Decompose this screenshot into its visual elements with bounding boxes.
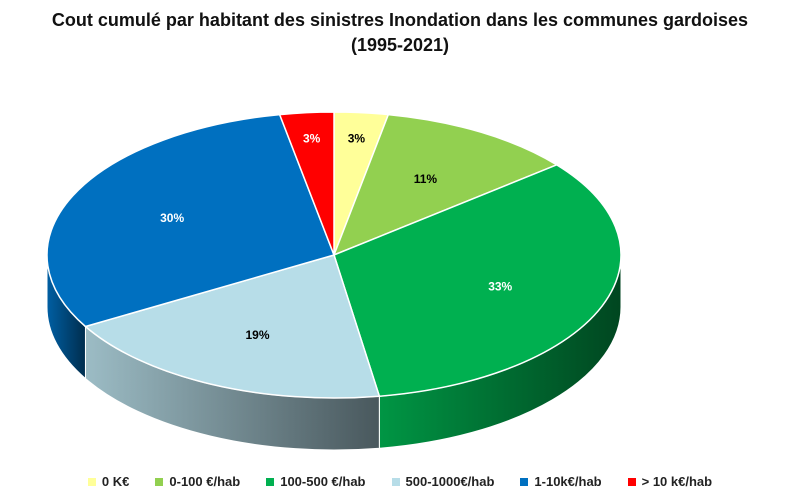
pie-labels: 3% 11% 33% 19% 30% 3% xyxy=(160,131,512,342)
pie-data-label-0: 3% xyxy=(348,131,366,145)
pie-slice-3 xyxy=(83,254,381,399)
legend-label-3: 500-1000€/hab xyxy=(405,474,495,489)
pie-slice-5 xyxy=(278,111,335,256)
chart-legend: 0 K€ 0-100 €/hab 100-500 €/hab 500-1000€/ha… xyxy=(0,474,800,489)
chart-title-line: Cout cumulé par habitant des sinistres I… xyxy=(51,10,749,30)
legend-item-4: 1-10k€/hab xyxy=(520,474,602,489)
pie-data-label-1: 11% xyxy=(414,172,438,186)
pie-top xyxy=(46,111,622,399)
legend-label-5: > 10 k€/hab xyxy=(641,474,713,489)
legend-item-1: 0-100 €/hab xyxy=(155,474,240,489)
legend-item-2: 100-500 €/hab xyxy=(266,474,366,489)
pie-data-label-4: 30% xyxy=(160,211,184,225)
pie-data-label-3: 19% xyxy=(246,328,270,342)
pie-data-label-2: 33% xyxy=(488,280,512,294)
legend-item-3: 500-1000€/hab xyxy=(391,474,495,489)
legend-item-0: 0 K€ xyxy=(87,474,130,489)
legend-label-2: 100-500 €/hab xyxy=(280,474,366,489)
chart-title: Cout cumulé par habitant des sinistres I… xyxy=(0,8,800,58)
legend-swatch-1 xyxy=(155,477,164,486)
chart-subtitle-line: (1995-2021) xyxy=(350,35,450,55)
legend-swatch-3 xyxy=(391,477,400,486)
legend-swatch-0 xyxy=(87,477,96,486)
pie-slice-2 xyxy=(333,163,622,397)
pie-slice-4 xyxy=(46,113,335,328)
legend-label-0: 0 K€ xyxy=(101,474,130,489)
legend-swatch-5 xyxy=(627,477,636,486)
legend-label-1: 0-100 €/hab xyxy=(169,474,241,489)
legend-item-5: > 10 k€/hab xyxy=(627,474,713,489)
pie-data-label-5: 3% xyxy=(303,131,321,145)
legend-swatch-2 xyxy=(266,477,275,486)
legend-label-4: 1-10k€/hab xyxy=(534,474,602,489)
legend-swatch-4 xyxy=(520,477,529,486)
pie-slice-1 xyxy=(332,113,559,257)
